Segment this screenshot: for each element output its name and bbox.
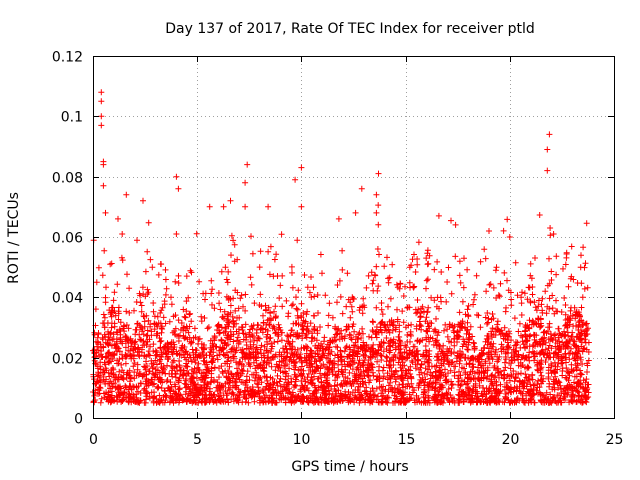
x-tick-label: 20 [502, 432, 520, 448]
y-axis-label: ROTI / TECUs [6, 192, 22, 284]
x-tick-label: 10 [293, 432, 311, 448]
y-tick-label: 0 [74, 412, 83, 428]
y-tick-label: 0.04 [52, 291, 83, 307]
y-tick-label: 0.08 [52, 171, 83, 187]
x-tick-label: 25 [606, 432, 624, 448]
x-tick-label: 0 [89, 432, 98, 448]
y-tick-label: 0.12 [52, 50, 83, 66]
axis-ticks [93, 56, 615, 419]
chart-title: Day 137 of 2017, Rate Of TEC Index for r… [165, 21, 535, 37]
y-tick-labels: 0 0.02 0.04 0.06 0.08 0.1 0.12 [52, 50, 83, 428]
y-tick-label: 0.1 [61, 110, 83, 126]
x-tick-label: 5 [193, 432, 202, 448]
x-tick-labels: 0 5 10 15 20 25 [89, 432, 623, 448]
x-tick-label: 15 [398, 432, 416, 448]
y-tick-label: 0.02 [52, 352, 83, 368]
y-tick-label: 0.06 [52, 231, 83, 247]
x-axis-label: GPS time / hours [291, 459, 408, 475]
